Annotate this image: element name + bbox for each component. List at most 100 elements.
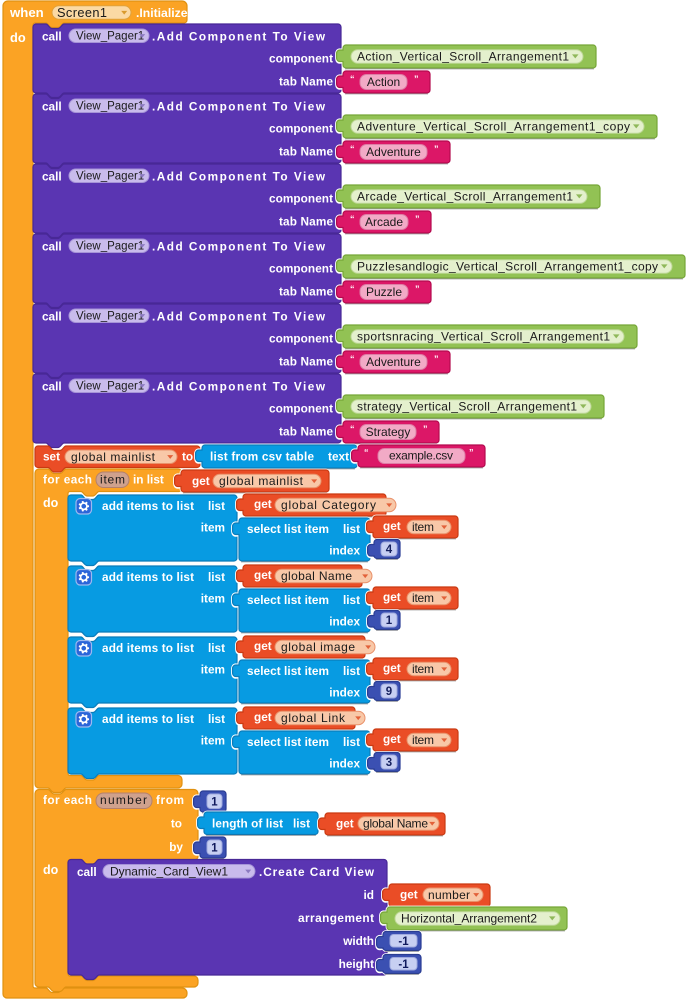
svg-text:get: get [254,639,272,653]
svg-text:.Add Component To View: .Add Component To View [152,170,326,184]
svg-text:item: item [201,521,225,535]
svg-text:1: 1 [211,797,218,809]
svg-text:list: list [343,522,360,536]
svg-text:3: 3 [386,757,392,769]
svg-text:get: get [383,519,401,533]
svg-text:index: index [329,615,360,629]
svg-text:Horizontal_Arrangement2: Horizontal_Arrangement2 [401,912,537,926]
svg-text:from: from [156,793,184,807]
svg-text:call: call [42,100,62,114]
svg-text:global Name: global Name [281,569,352,583]
svg-text:index: index [329,544,360,558]
svg-text:when: when [9,5,44,20]
svg-text:sportsnracing_Vertical_Scroll_: sportsnracing_Vertical_Scroll_Arrangemen… [357,330,610,344]
svg-text:Action_Vertical_Scroll_Arrange: Action_Vertical_Scroll_Arrangement1 [357,50,569,64]
svg-text:View_Pager1: View_Pager1 [76,241,144,253]
svg-text:global image: global image [281,640,355,654]
svg-text:call: call [42,380,62,394]
svg-text:get: get [254,568,272,582]
svg-text:1: 1 [211,843,218,855]
svg-text:to: to [182,450,193,464]
svg-text:”: ” [423,424,428,434]
svg-text:Arcade_Vertical_Scroll_Arrange: Arcade_Vertical_Scroll_Arrangement1 [357,190,573,204]
svg-text:tab Name: tab Name [279,355,333,369]
svg-text:add items to list: add items to list [102,570,194,584]
svg-text:for each: for each [43,793,92,807]
svg-text:add items to list: add items to list [102,712,194,726]
svg-text:tab Name: tab Name [279,75,333,89]
svg-text:Adventure_Vertical_Scroll_Arra: Adventure_Vertical_Scroll_Arrangement1_c… [357,120,630,134]
svg-text:tab Name: tab Name [279,285,333,299]
svg-text:id: id [364,888,374,902]
svg-text:arrangement: arrangement [298,911,374,925]
svg-text:“: “ [350,284,355,294]
svg-text:component: component [269,262,333,276]
svg-text:View_Pager1: View_Pager1 [76,171,144,183]
svg-text:list: list [293,817,310,831]
svg-text:tab Name: tab Name [279,215,333,229]
svg-text:width: width [342,934,374,948]
svg-text:”: ” [415,214,420,224]
svg-text:Dynamic_Card_View1: Dynamic_Card_View1 [110,864,228,878]
svg-text:item: item [412,733,434,747]
svg-text:View_Pager1: View_Pager1 [76,311,144,323]
svg-text:item: item [201,734,225,748]
svg-text:get: get [254,710,272,724]
svg-text:component: component [269,192,333,206]
svg-text:call: call [42,30,62,44]
svg-text:global mainlist: global mainlist [219,474,304,488]
svg-text:call: call [42,310,62,324]
svg-text:select list item: select list item [247,522,329,536]
svg-text:tab Name: tab Name [279,425,333,439]
svg-text:Arcade: Arcade [365,215,403,229]
svg-text:component: component [269,122,333,136]
svg-text:tab Name: tab Name [279,145,333,159]
svg-text:“: “ [350,424,355,434]
svg-text:-1: -1 [398,936,409,948]
svg-text:item: item [100,473,125,487]
svg-text:item: item [412,591,434,605]
svg-text:call: call [42,170,62,184]
svg-text:.Add Component To View: .Add Component To View [152,380,326,394]
svg-text:Screen1: Screen1 [57,5,107,20]
svg-text:add items to list: add items to list [102,641,194,655]
svg-text:”: ” [434,354,439,364]
svg-text:component: component [269,332,333,346]
svg-text:set: set [43,450,60,464]
svg-text:list: list [208,712,225,726]
svg-text:select list item: select list item [247,664,329,678]
svg-text:”: ” [414,74,419,84]
svg-text:list: list [208,499,225,513]
svg-text:list: list [343,593,360,607]
svg-text:Puzzlesandlogic_Vertical_Scrol: Puzzlesandlogic_Vertical_Scroll_Arrangem… [357,260,658,274]
svg-text:“: “ [350,144,355,154]
svg-text:“: “ [364,448,369,458]
svg-text:component: component [269,402,333,416]
svg-text:.Create Card View: .Create Card View [259,865,375,879]
svg-text:get: get [192,474,210,488]
svg-text:Strategy: Strategy [366,425,411,439]
svg-text:item: item [412,520,434,534]
svg-text:“: “ [350,354,355,364]
svg-text:do: do [10,30,26,45]
svg-text:item: item [201,663,225,677]
svg-text:get: get [254,497,272,511]
svg-text:index: index [329,686,360,700]
svg-text:global Name: global Name [363,817,428,831]
svg-text:get: get [336,817,354,831]
svg-text:View_Pager1: View_Pager1 [76,101,144,113]
svg-text:list: list [208,641,225,655]
svg-text:by: by [169,840,183,854]
svg-text:list: list [343,664,360,678]
svg-text:Puzzle: Puzzle [366,285,402,299]
svg-text:for each: for each [43,473,92,487]
svg-text:add items to list: add items to list [102,499,194,513]
svg-text:item: item [412,662,434,676]
svg-text:global Link: global Link [281,711,346,725]
svg-text:text: text [328,450,349,464]
svg-text:”: ” [434,144,439,154]
svg-text:.Add Component To View: .Add Component To View [152,100,326,114]
svg-text:strategy_Vertical_Scroll_Arran: strategy_Vertical_Scroll_Arrangement1 [357,400,577,414]
svg-text:global Category: global Category [281,498,376,512]
svg-text:View_Pager1: View_Pager1 [76,381,144,393]
